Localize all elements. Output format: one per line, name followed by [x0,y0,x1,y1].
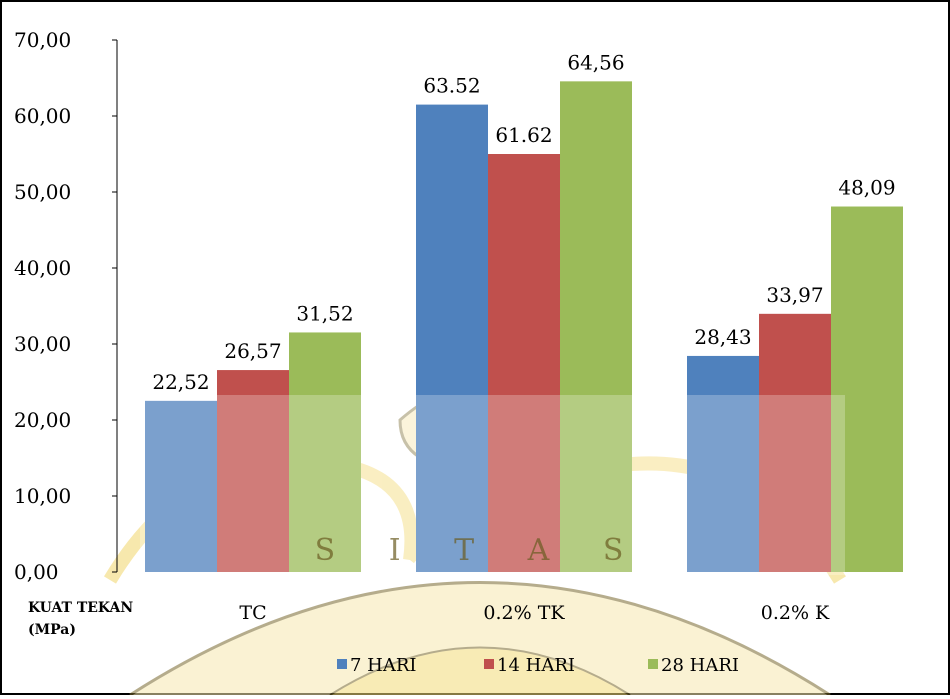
bar-value-label: 48,09 [838,176,895,200]
bar [831,206,903,573]
legend: 7 HARI 14 HARI 28 HARI [337,655,739,676]
bar [289,332,361,572]
legend-swatch [648,659,658,669]
bar-value-label: 22,52 [152,370,209,394]
bar [145,400,217,572]
y-axis-ticks: 0,00 10,00 20,00 30,00 40,00 50,00 60,00 70,00 [14,28,117,584]
y-tick-label: 60,00 [14,104,71,128]
watermark-overlay [140,395,845,575]
y-tick-label: 20,00 [14,408,71,432]
x-category-label: 0.2% TK [483,602,565,624]
bar [759,313,831,572]
legend-label: 28 HARI [661,655,739,676]
bar-value-label: 31,52 [296,301,353,325]
x-category-label: TC [239,602,266,624]
bar-value-label: 28,43 [694,325,751,349]
bar [687,355,759,572]
bar [416,104,488,572]
bar [560,81,632,573]
legend-swatch [484,659,494,669]
watermark-text: S I T A S [315,533,646,568]
x-category-label: 0.2% K [761,602,830,624]
bar-value-label: 33,97 [766,283,823,307]
y-tick-label: 50,00 [14,180,71,204]
bar-value-label: 61.62 [495,123,552,147]
bar-value-label: 26,57 [224,339,281,363]
bar-value-labels: 22,52 26,57 31,52 63.52 61.62 64,56 28,43 33,97… [152,50,895,394]
y-tick-label: 70,00 [14,28,71,52]
bar-value-label: 64,56 [567,50,624,74]
y-axis-label-line2: (MPa) [28,622,76,638]
y-tick-label: 10,00 [14,484,71,508]
legend-swatch [337,659,347,669]
legend-label: 14 HARI [497,655,575,676]
y-axis-label-line1: KUAT TEKAN [28,600,133,616]
y-tick-label: 0,00 [14,560,59,584]
legend-label: 7 HARI [350,655,417,676]
y-tick-label: 30,00 [14,332,71,356]
y-tick-label: 40,00 [14,256,71,280]
x-axis-category-labels: TC 0.2% TK 0.2% K [239,602,830,624]
bar-value-label: 63.52 [423,74,480,98]
bars [145,81,903,573]
bar [488,154,560,572]
bar [217,370,289,572]
